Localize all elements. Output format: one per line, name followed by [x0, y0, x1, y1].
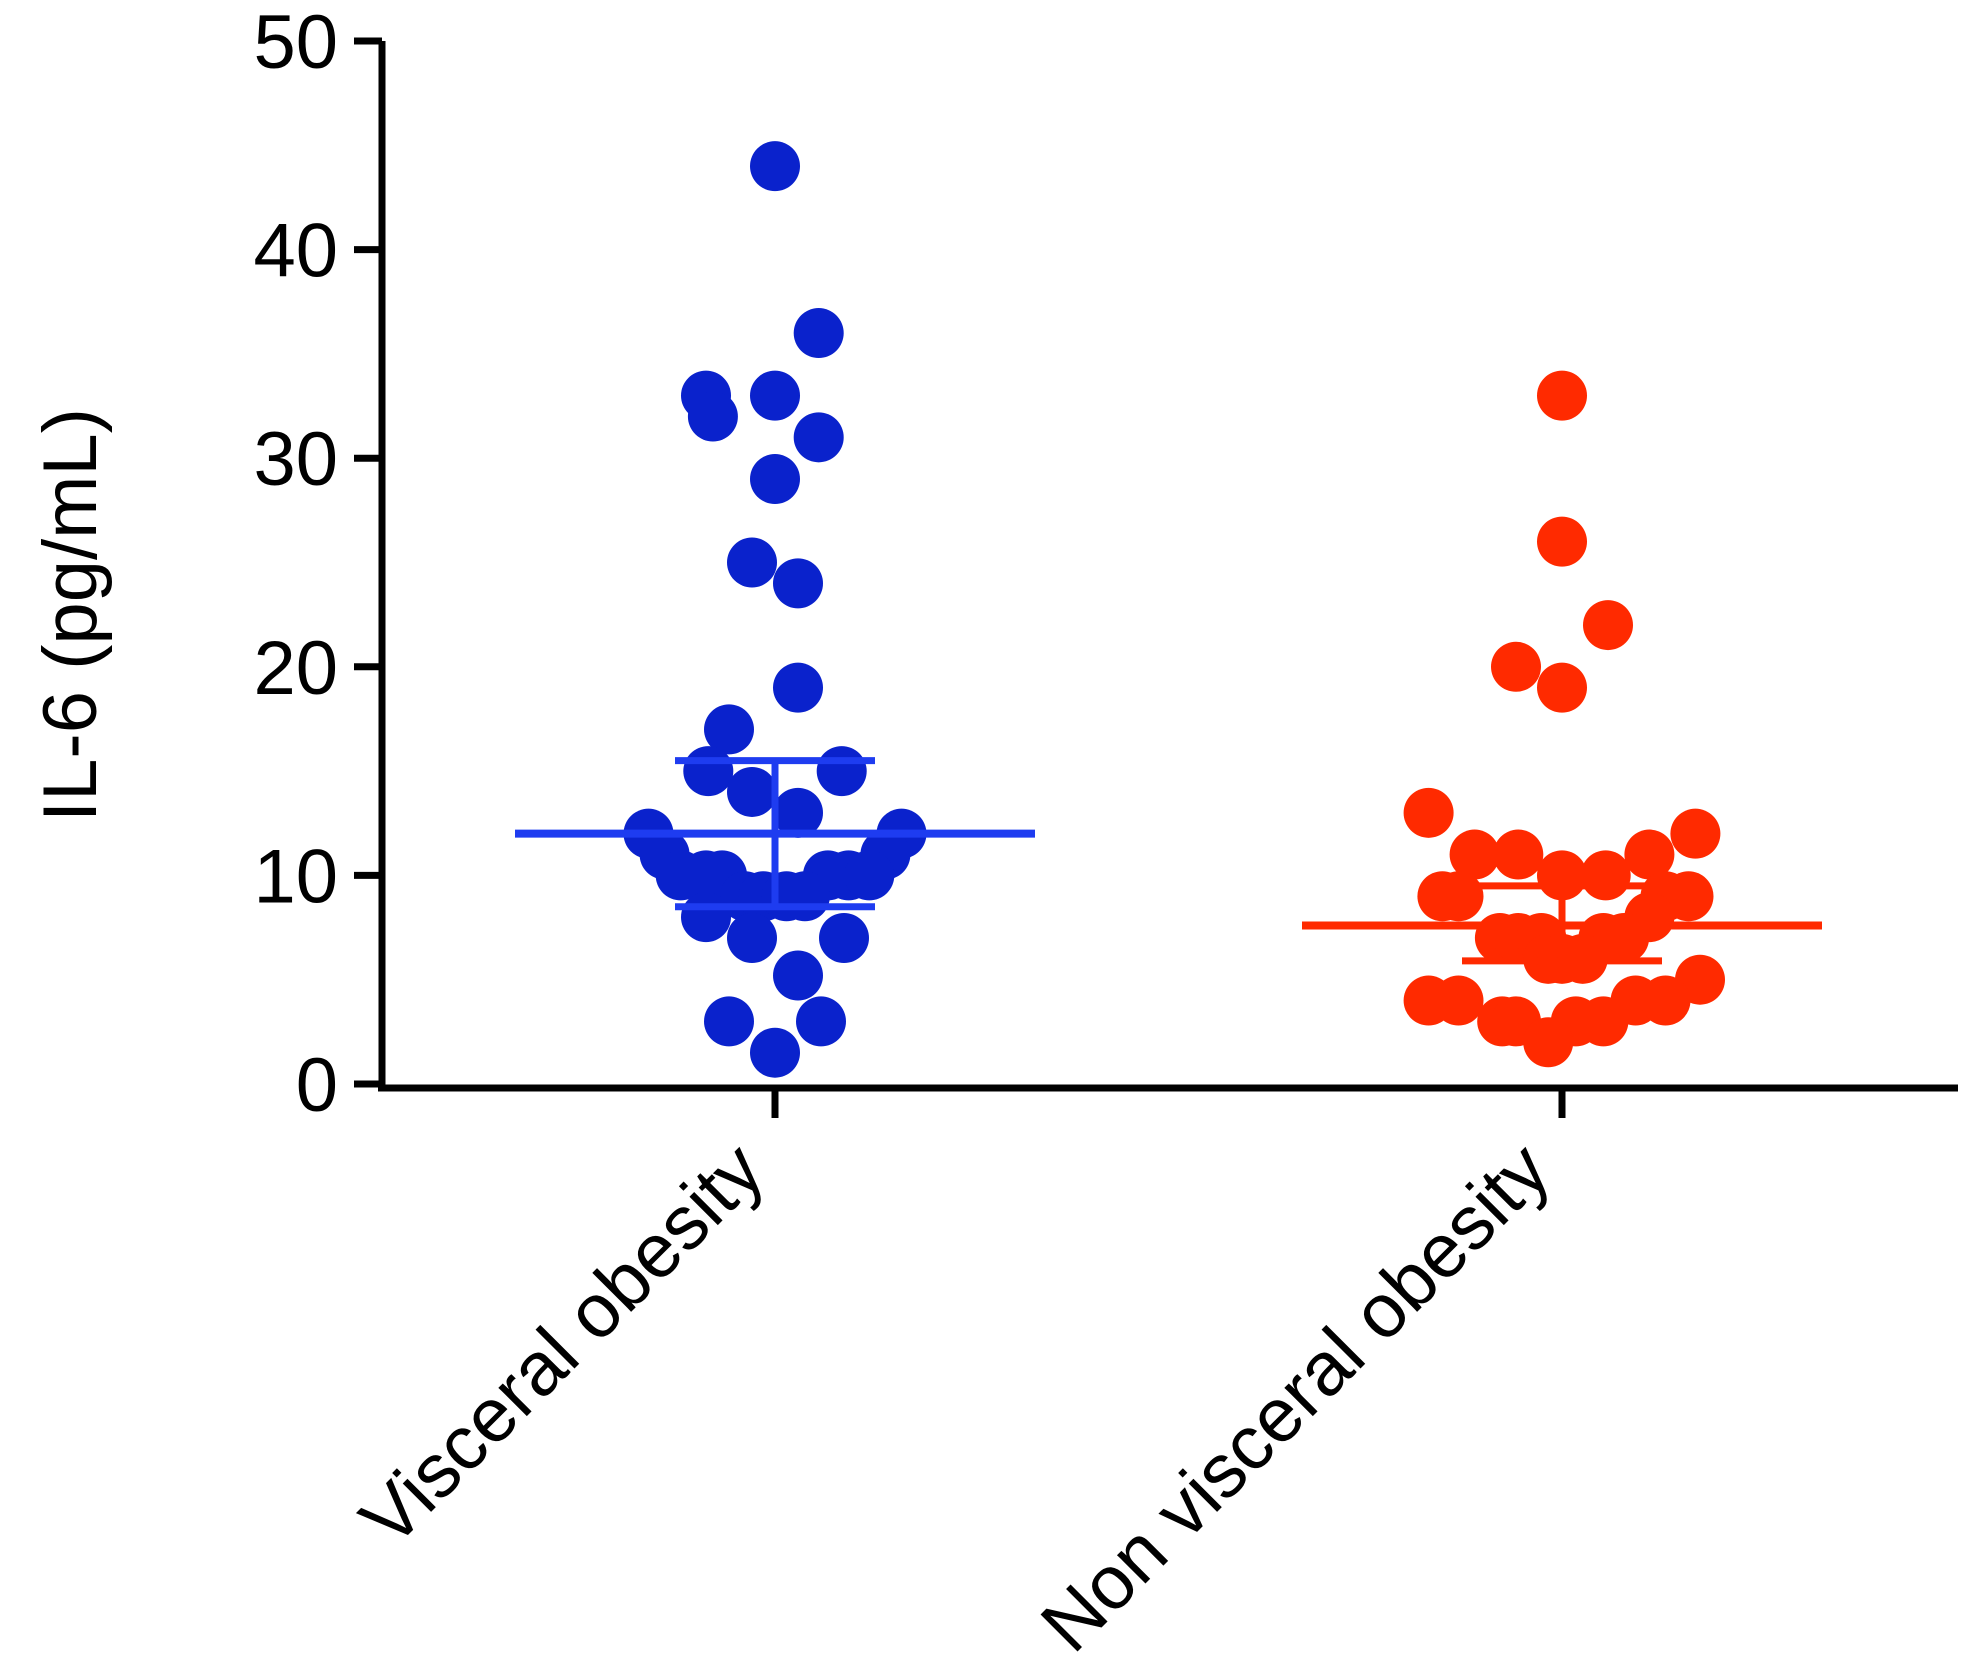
- category-label-non-visceral-obesity: Non visceral obesity: [1025, 1127, 1566, 1661]
- data-point: [773, 950, 823, 1001]
- y-axis-title: IL-6 (pg/mL): [28, 408, 113, 822]
- data-point: [1537, 662, 1587, 713]
- y-tick-label: 0: [296, 1043, 338, 1128]
- data-point: [683, 746, 734, 797]
- data-point: [779, 871, 830, 922]
- x-axis: Visceral obesity Non visceral obesity: [345, 1084, 1958, 1661]
- data-point: [750, 141, 800, 192]
- data-point: [750, 454, 800, 505]
- data-point: [1433, 871, 1484, 922]
- data-point: [727, 537, 777, 588]
- data-point: [727, 766, 777, 817]
- data-point: [727, 912, 777, 963]
- data-point: [1537, 370, 1587, 421]
- y-tick-label: 10: [253, 834, 338, 919]
- mean-error-bar: [515, 757, 1035, 911]
- y-ticks: 0 10 20 30 40 50: [253, 0, 382, 1128]
- data-point: [844, 850, 895, 901]
- y-axis: 0 10 20 30 40 50 IL-6 (pg/mL): [28, 0, 386, 1128]
- data-point: [704, 704, 754, 755]
- data-point: [773, 558, 823, 609]
- x-ticks: [771, 1088, 1566, 1118]
- data-point: [704, 996, 754, 1047]
- y-tick-label: 50: [253, 0, 338, 85]
- category-label-visceral-obesity: Visceral obesity: [345, 1127, 780, 1562]
- y-tick-label: 40: [253, 209, 338, 294]
- data-point: [1670, 808, 1721, 859]
- data-point: [681, 892, 731, 943]
- data-point: [750, 370, 800, 421]
- data-point: [773, 662, 823, 713]
- data-point: [819, 912, 869, 963]
- series-layer: [515, 141, 1822, 1078]
- data-point: [1433, 975, 1484, 1026]
- data-point: [1537, 516, 1587, 567]
- y-tick-label: 20: [253, 626, 338, 711]
- data-point: [1403, 787, 1454, 838]
- data-point: [1578, 996, 1629, 1047]
- data-point: [687, 391, 738, 442]
- data-point: [773, 787, 823, 838]
- data-point: [1523, 1017, 1574, 1068]
- mean-error-bar: [1302, 882, 1822, 965]
- data-point: [1663, 871, 1714, 922]
- data-point: [1491, 641, 1541, 692]
- data-point: [793, 308, 844, 359]
- series-visceral-obesity: [515, 141, 1035, 1078]
- data-point: [796, 996, 846, 1047]
- y-tick-label: 30: [253, 417, 338, 502]
- data-point: [750, 1027, 800, 1078]
- data-point: [1449, 829, 1500, 880]
- data-point: [1583, 600, 1633, 651]
- data-point: [1624, 829, 1675, 880]
- data-point: [1580, 850, 1631, 901]
- series-non-visceral-obesity: [1302, 370, 1822, 1068]
- data-point: [1640, 975, 1691, 1026]
- data-point: [816, 746, 867, 797]
- data-point: [793, 412, 844, 463]
- data-point: [1493, 829, 1544, 880]
